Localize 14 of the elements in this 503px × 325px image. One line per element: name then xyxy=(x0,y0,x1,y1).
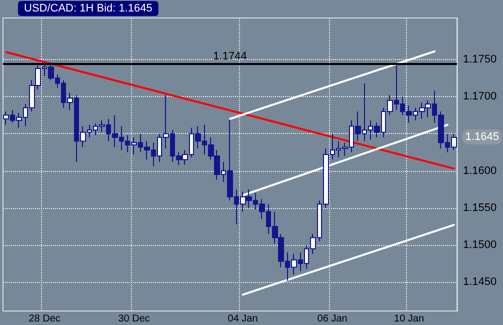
y-tick-label: 1.1750 xyxy=(463,54,497,66)
x-tick-label: 10 Jan xyxy=(394,314,424,324)
chart-title: USD/CAD: 1H Bid: 1.1645 xyxy=(24,2,152,14)
y-tick-label: 1.1700 xyxy=(463,90,497,103)
y-tick-label: 1.1500 xyxy=(463,238,497,251)
y-tick-label: 1.1550 xyxy=(463,202,497,214)
x-tick-label: 28 Dec xyxy=(28,314,60,324)
y-tick-label: 1.1600 xyxy=(463,164,497,177)
ref-line-label: 1.1744 xyxy=(213,50,247,62)
x-tick-label: 30 Dec xyxy=(118,314,150,324)
text: 1.1645 xyxy=(465,130,500,143)
y-tick-label: 1.1450 xyxy=(463,276,497,288)
x-tick-label: 06 Jan xyxy=(317,314,348,324)
x-tick-label: 04 Jan xyxy=(228,314,258,324)
